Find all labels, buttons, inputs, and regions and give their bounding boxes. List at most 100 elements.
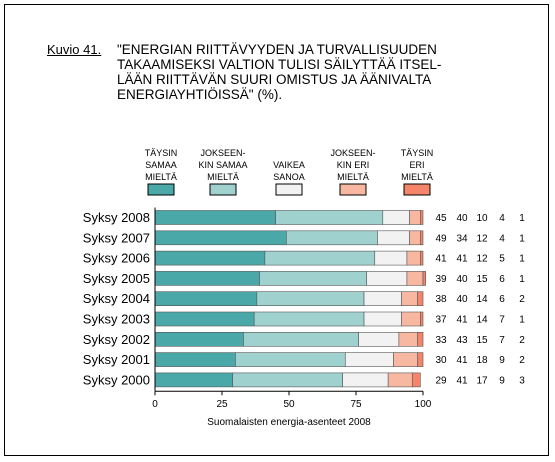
- value-label: 3: [519, 375, 525, 386]
- value-label: 43: [456, 335, 468, 346]
- value-label: 37: [435, 315, 447, 326]
- legend-label: TÄYSIN: [145, 148, 178, 158]
- value-label: 6: [499, 294, 505, 305]
- bar-segment: [417, 331, 424, 347]
- bar-segment: [382, 210, 410, 225]
- value-label: 10: [476, 213, 488, 224]
- bar-segment: [264, 250, 376, 266]
- category-label: Syksy 2008: [83, 210, 150, 225]
- bar-segment: [420, 311, 424, 327]
- bar-segment: [377, 230, 410, 246]
- bar-segment: [154, 331, 244, 347]
- value-label: 12: [476, 233, 488, 244]
- bar-segment: [363, 291, 402, 307]
- legend-swatch: [339, 183, 367, 196]
- legend-label: KIN ERI: [337, 160, 370, 170]
- value-label: 33: [435, 335, 447, 346]
- bar-segment: [422, 271, 426, 286]
- value-label: 40: [456, 294, 468, 305]
- legend-label: JOKSEEN-: [330, 148, 375, 158]
- value-label: 12: [476, 254, 488, 265]
- value-label: 41: [456, 254, 468, 265]
- legend-label: KIN SAMAA: [198, 160, 247, 170]
- bar-segment: [387, 372, 413, 388]
- source-note: Suomalaisten energia-asenteet 2008: [207, 417, 371, 428]
- x-tick-label: 0: [152, 399, 158, 410]
- legend-label: SANOA: [273, 172, 305, 182]
- value-label: 2: [519, 335, 525, 346]
- bar-segment: [417, 352, 424, 367]
- legend-label: MIELTÄ: [401, 172, 433, 182]
- bar-segment: [393, 352, 418, 367]
- bar-segment: [342, 372, 389, 388]
- x-tick-label: 25: [216, 399, 228, 410]
- value-label: 38: [435, 294, 447, 305]
- value-label: 5: [499, 254, 505, 265]
- title-line: TAKAAMISEKSI VALTION TULISI SÄILYTTÄÄ IT…: [117, 57, 442, 72]
- value-label: 1: [519, 315, 525, 326]
- x-tick-label: 100: [415, 399, 432, 410]
- x-tick-label: 50: [283, 399, 295, 410]
- bar-segment: [154, 210, 276, 225]
- legend-label: MIELTÄ: [337, 172, 369, 182]
- title-line: ENERGIAYHTIÖISSÄ" (%).: [117, 87, 283, 102]
- bar-segment: [154, 230, 287, 246]
- bar-segment: [374, 250, 408, 266]
- bar-segment: [253, 311, 365, 327]
- value-label: 4: [499, 233, 505, 244]
- bar-segment: [366, 271, 408, 286]
- value-label: 1: [519, 233, 525, 244]
- value-label: 1: [519, 274, 525, 285]
- bar-segment: [409, 230, 421, 246]
- bar-segment: [154, 311, 255, 327]
- legend-swatch: [403, 183, 431, 196]
- value-label: 4: [499, 213, 505, 224]
- legend-swatch: [209, 183, 237, 196]
- bar-segment: [420, 210, 424, 225]
- value-label: 7: [499, 315, 505, 326]
- value-label: 18: [476, 355, 488, 366]
- bar-segment: [275, 210, 384, 225]
- bar-segment: [259, 271, 368, 286]
- legend-label: TÄYSIN: [401, 148, 434, 158]
- value-label: 1: [519, 213, 525, 224]
- bar-segment: [256, 291, 365, 307]
- bar-segment: [154, 250, 266, 266]
- value-label: 40: [456, 213, 468, 224]
- value-label: 14: [476, 294, 488, 305]
- bar-segment: [358, 331, 400, 347]
- value-label: 49: [435, 233, 447, 244]
- category-label: Syksy 2005: [83, 271, 150, 286]
- bar-segment: [398, 331, 418, 347]
- bar-segment: [406, 250, 421, 266]
- value-label: 30: [435, 355, 447, 366]
- value-label: 45: [435, 213, 447, 224]
- value-label: 15: [476, 274, 488, 285]
- bar-segment: [243, 331, 359, 347]
- bar-segment: [411, 372, 421, 388]
- legend-label: VAIKEA: [273, 160, 305, 170]
- legend-label: MIELTÄ: [145, 172, 177, 182]
- title-line: LÄÄN RIITTÄVÄN SUURI OMISTUS JA ÄÄNIVALT…: [117, 72, 432, 87]
- value-label: 9: [499, 375, 505, 386]
- bar-segment: [154, 271, 260, 286]
- value-label: 41: [456, 375, 468, 386]
- bar-segment: [406, 271, 424, 286]
- value-label: 40: [456, 274, 468, 285]
- category-label: Syksy 2000: [83, 372, 150, 387]
- value-label: 41: [456, 315, 468, 326]
- figure-label: Kuvio 41.: [47, 42, 102, 57]
- bar-segment: [154, 352, 236, 367]
- legend-label: MIELTÄ: [207, 172, 239, 182]
- value-label: 34: [456, 233, 468, 244]
- bar-segment: [417, 291, 424, 307]
- bar-segment: [232, 372, 343, 388]
- bar-segment: [420, 250, 424, 266]
- value-label: 29: [435, 375, 447, 386]
- title-line: "ENERGIAN RIITTÄVYYDEN JA TURVALLISUUDEN: [117, 42, 437, 57]
- value-label: 2: [519, 294, 525, 305]
- legend-label: SAMAA: [145, 160, 177, 170]
- chart-title: "ENERGIAN RIITTÄVYYDEN JA TURVALLISUUDEN…: [117, 42, 537, 102]
- value-label: 15: [476, 335, 488, 346]
- value-label: 17: [476, 375, 488, 386]
